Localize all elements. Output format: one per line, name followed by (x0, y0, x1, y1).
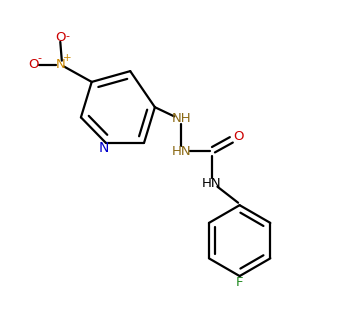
Text: +: + (63, 53, 72, 63)
Text: -: - (38, 53, 42, 63)
Text: HN: HN (202, 177, 222, 190)
Text: NH: NH (171, 112, 191, 126)
Text: O: O (233, 130, 244, 143)
Text: F: F (236, 276, 244, 289)
Text: N: N (56, 58, 65, 72)
Text: -: - (66, 31, 70, 41)
Text: HN: HN (171, 145, 191, 158)
Text: N: N (99, 141, 109, 155)
Text: O: O (55, 31, 66, 44)
Text: O: O (28, 58, 38, 72)
